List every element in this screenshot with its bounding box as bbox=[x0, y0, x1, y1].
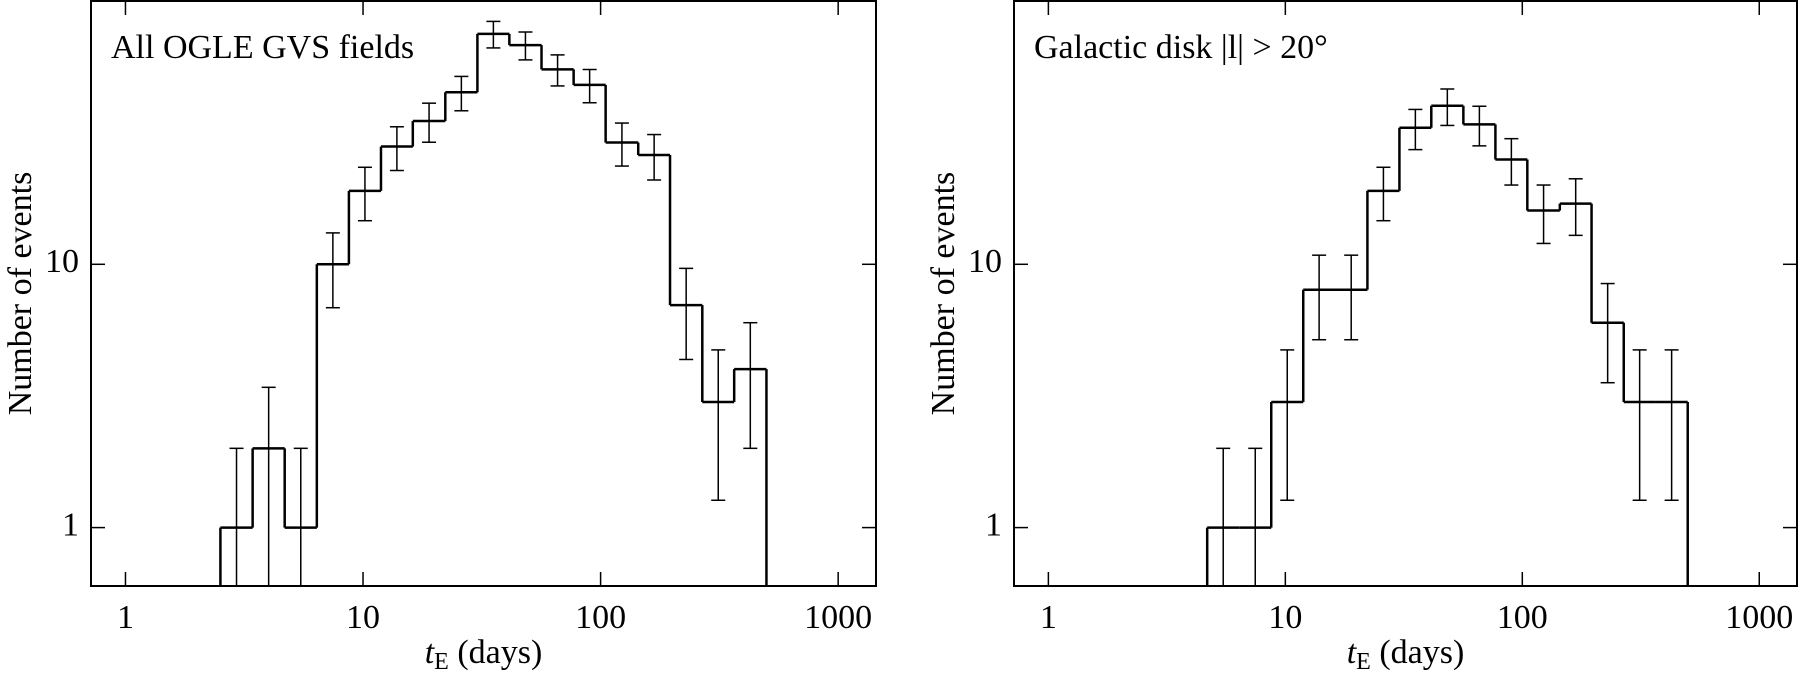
y-tick-label: 1 bbox=[985, 506, 1002, 543]
x-tick-label: 10 bbox=[1268, 599, 1302, 636]
x-tick-label: 1 bbox=[117, 599, 134, 636]
x-tick-label: 1 bbox=[1040, 599, 1057, 636]
annotation: Galactic disk |l| > 20° bbox=[1034, 29, 1328, 66]
plot-frame bbox=[1013, 0, 1798, 587]
x-label-unit: (days) bbox=[449, 634, 542, 671]
x-label-subscript: E bbox=[434, 649, 449, 675]
y-axis-label: Number of events bbox=[925, 172, 962, 416]
x-tick-label: 100 bbox=[1497, 599, 1548, 636]
x-tick-label: 1000 bbox=[1725, 599, 1793, 636]
y-tick-label: 10 bbox=[45, 243, 79, 280]
annotation: All OGLE GVS fields bbox=[111, 29, 414, 66]
x-label-subscript: E bbox=[1356, 649, 1371, 675]
x-label-symbol: t bbox=[1347, 634, 1358, 671]
y-tick-label: 10 bbox=[968, 243, 1002, 280]
y-axis-label: Number of events bbox=[2, 172, 39, 416]
x-tick-label: 1000 bbox=[804, 599, 872, 636]
x-label-symbol: t bbox=[425, 634, 436, 671]
x-axis-label: tE (days) bbox=[425, 634, 543, 675]
y-tick-label: 1 bbox=[62, 506, 79, 543]
x-axis-label: tE (days) bbox=[1347, 634, 1465, 675]
x-label-unit: (days) bbox=[1371, 634, 1464, 671]
x-tick-label: 100 bbox=[575, 599, 626, 636]
plot-frame bbox=[90, 0, 877, 587]
x-tick-label: 10 bbox=[346, 599, 380, 636]
